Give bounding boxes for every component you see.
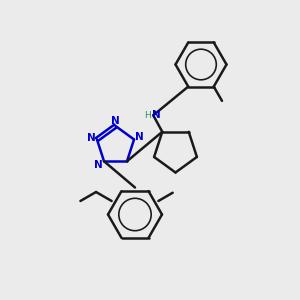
Text: N: N [111,116,120,126]
Text: N: N [152,110,161,120]
Text: N: N [87,133,95,143]
Text: N: N [94,160,103,170]
Text: H: H [145,111,151,120]
Text: N: N [135,132,144,142]
